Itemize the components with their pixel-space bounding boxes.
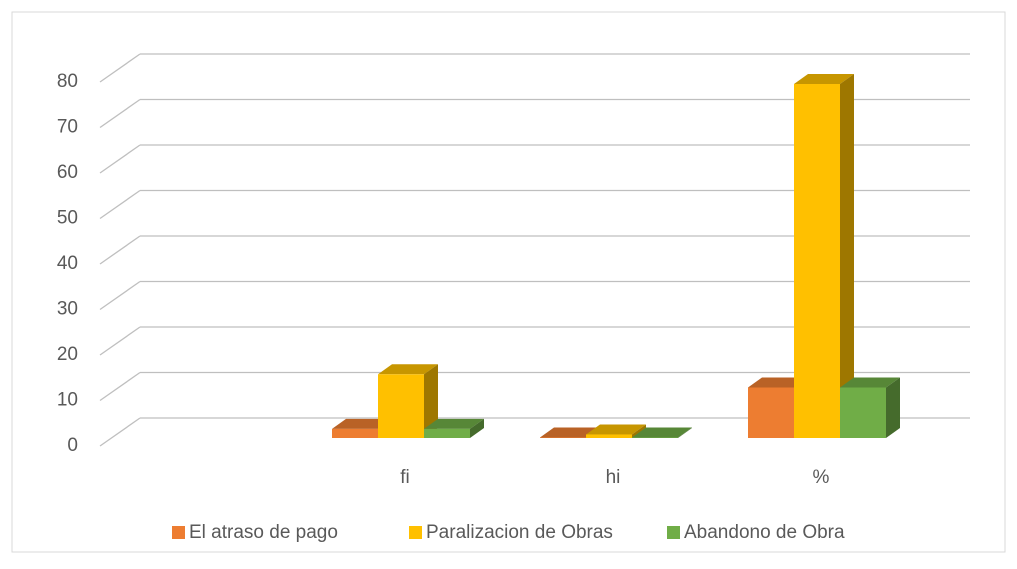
grid-line <box>99 280 141 311</box>
bar-side <box>632 424 646 438</box>
bar <box>586 434 632 438</box>
grid-line <box>99 417 141 447</box>
bar-top <box>748 377 808 388</box>
bar-top <box>332 418 392 429</box>
y-tick-label: 30 <box>57 299 78 320</box>
legend-label: El atraso de pago <box>189 522 338 543</box>
bar <box>378 374 424 438</box>
grid-line <box>99 235 141 265</box>
bar-top <box>586 424 646 435</box>
grid-line <box>99 98 141 129</box>
grid-line <box>99 53 141 83</box>
bar-top <box>794 74 854 85</box>
x-tick-label: fi <box>400 467 410 488</box>
bar <box>540 437 586 438</box>
bar <box>794 84 840 438</box>
y-tick-label: 70 <box>57 117 78 138</box>
bar-side <box>886 377 900 438</box>
bar-top <box>424 418 484 429</box>
bar-top <box>540 427 600 438</box>
bar-side <box>840 74 854 438</box>
bar-side <box>470 418 484 438</box>
y-tick-label: 0 <box>67 435 78 456</box>
x-tick-label: % <box>813 467 830 488</box>
x-tick-label: hi <box>606 467 621 488</box>
y-tick-label: 80 <box>57 71 78 92</box>
legend-swatch <box>409 526 422 539</box>
bar <box>424 428 470 438</box>
bar-side <box>424 364 438 438</box>
legend-label: Paralizacion de Obras <box>426 522 613 543</box>
grid-line <box>99 326 141 356</box>
bar <box>332 428 378 438</box>
legend-swatch <box>667 526 680 539</box>
bar <box>840 387 886 438</box>
y-tick-label: 50 <box>57 208 78 229</box>
legend-swatch <box>172 526 185 539</box>
grid-line <box>99 144 141 174</box>
legend-label: Abandono de Obra <box>684 522 845 543</box>
y-tick-label: 60 <box>57 162 78 183</box>
bar-top <box>378 364 438 375</box>
bar-top <box>632 427 692 438</box>
y-tick-label: 40 <box>57 253 78 274</box>
bar-top <box>840 377 900 388</box>
chart-frame <box>11 11 1006 553</box>
y-tick-label: 10 <box>57 390 78 411</box>
bar <box>632 437 678 438</box>
grid-line <box>99 189 141 220</box>
grid-line <box>99 371 141 402</box>
y-tick-label: 20 <box>57 344 78 365</box>
bar-side <box>678 427 692 438</box>
bar <box>748 387 794 438</box>
